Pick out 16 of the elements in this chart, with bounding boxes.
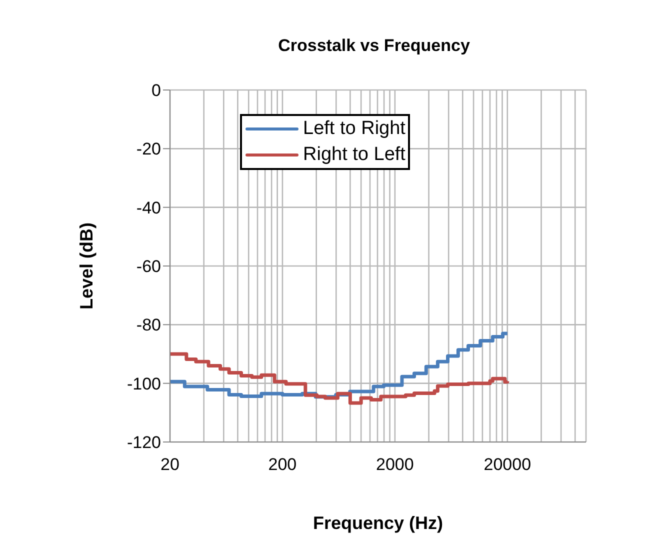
y-tick-label: 0 (152, 81, 161, 100)
y-tick-label: -120 (126, 433, 161, 452)
chart-title: Crosstalk vs Frequency (277, 36, 471, 56)
x-axis-title: Frequency (Hz) (312, 513, 444, 533)
y-tick-label: -20 (136, 140, 161, 159)
y-tick-label: -40 (136, 198, 161, 218)
x-tick-label: 200 (268, 455, 297, 474)
x-tick-label: 2000 (376, 455, 414, 474)
x-tick-label: 20000 (484, 455, 532, 474)
y-tick-label: -60 (136, 257, 161, 276)
legend-label: Left to Right (303, 117, 406, 141)
y-tick-label: -100 (126, 374, 161, 394)
y-tick-label: -80 (136, 316, 161, 335)
y-axis-title: Level (dB) (76, 222, 96, 310)
legend-label: Right to Left (303, 143, 406, 167)
x-tick-label: 20 (160, 455, 180, 474)
